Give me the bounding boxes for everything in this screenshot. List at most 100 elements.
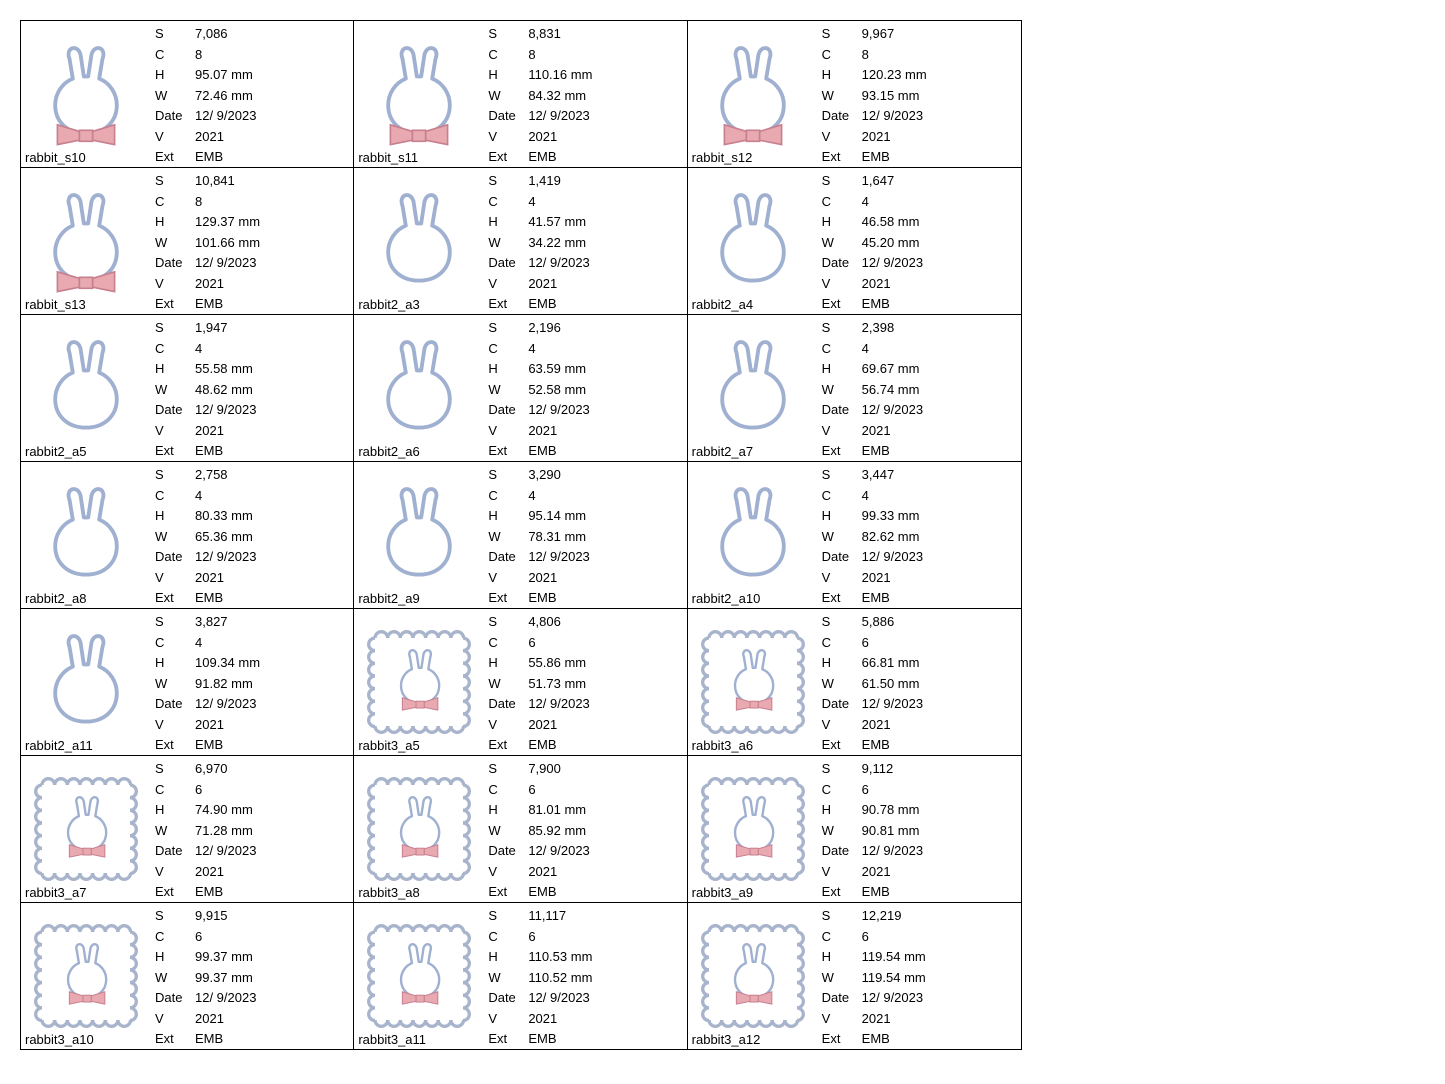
label-height: H [488, 66, 528, 85]
value-colors: 6 [528, 634, 535, 653]
design-cell: rabbit2_a4 S1,647 C4 H46.58 mm W45.20 mm… [688, 168, 1021, 315]
label-stitches: S [822, 319, 862, 338]
value-width: 78.31 mm [528, 528, 586, 547]
design-name: rabbit_s11 [358, 150, 418, 165]
value-ext: EMB [862, 295, 890, 314]
value-width: 56.74 mm [862, 381, 920, 400]
value-date: 12/ 9/2023 [862, 107, 923, 126]
label-ext: Ext [822, 589, 862, 608]
label-colors: C [155, 781, 195, 800]
value-version: 2021 [528, 275, 557, 294]
label-ext: Ext [155, 1030, 195, 1049]
design-cell: rabbit2_a6 S2,196 C4 H63.59 mm W52.58 mm… [354, 315, 687, 462]
design-thumbnail: rabbit3_a9 [688, 756, 818, 902]
value-version: 2021 [862, 128, 891, 147]
value-stitches: 7,086 [195, 25, 228, 44]
label-stitches: S [155, 907, 195, 926]
value-height: 90.78 mm [862, 801, 920, 820]
label-ext: Ext [155, 148, 195, 167]
label-height: H [822, 801, 862, 820]
label-stitches: S [488, 466, 528, 485]
value-stitches: 9,967 [862, 25, 895, 44]
label-version: V [822, 422, 862, 441]
label-height: H [488, 654, 528, 673]
value-version: 2021 [862, 863, 891, 882]
label-stitches: S [488, 319, 528, 338]
design-properties: S1,947 C4 H55.58 mm W48.62 mm Date12/ 9/… [151, 315, 353, 461]
value-stitches: 10,841 [195, 172, 235, 191]
value-stitches: 1,419 [528, 172, 561, 191]
design-name: rabbit2_a7 [692, 444, 753, 459]
label-height: H [155, 654, 195, 673]
design-cell: rabbit3_a5 S4,806 C6 H55.86 mm W51.73 mm… [354, 609, 687, 756]
design-properties: S11,117 C6 H110.53 mm W110.52 mm Date12/… [484, 903, 686, 1049]
value-date: 12/ 9/2023 [862, 548, 923, 567]
value-ext: EMB [195, 148, 223, 167]
value-date: 12/ 9/2023 [195, 254, 256, 273]
label-width: W [822, 675, 862, 694]
label-stitches: S [488, 25, 528, 44]
label-version: V [822, 1010, 862, 1029]
value-ext: EMB [528, 295, 556, 314]
label-colors: C [155, 46, 195, 65]
value-colors: 6 [528, 781, 535, 800]
value-height: 109.34 mm [195, 654, 260, 673]
value-date: 12/ 9/2023 [528, 989, 589, 1008]
value-height: 74.90 mm [195, 801, 253, 820]
label-stitches: S [822, 466, 862, 485]
label-ext: Ext [155, 589, 195, 608]
value-width: 65.36 mm [195, 528, 253, 547]
value-date: 12/ 9/2023 [862, 695, 923, 714]
design-cell: rabbit_s12 S9,967 C8 H120.23 mm W93.15 m… [688, 21, 1021, 168]
design-properties: S10,841 C8 H129.37 mm W101.66 mm Date12/… [151, 168, 353, 314]
design-cell: rabbit2_a11 S3,827 C4 H109.34 mm W91.82 … [21, 609, 354, 756]
label-stitches: S [155, 319, 195, 338]
value-ext: EMB [195, 1030, 223, 1049]
label-colors: C [488, 340, 528, 359]
value-version: 2021 [528, 863, 557, 882]
label-version: V [822, 128, 862, 147]
label-width: W [155, 822, 195, 841]
value-height: 120.23 mm [862, 66, 927, 85]
value-stitches: 3,827 [195, 613, 228, 632]
label-ext: Ext [155, 442, 195, 461]
label-colors: C [822, 487, 862, 506]
value-width: 71.28 mm [195, 822, 253, 841]
label-ext: Ext [488, 295, 528, 314]
label-version: V [155, 569, 195, 588]
label-width: W [822, 528, 862, 547]
value-stitches: 6,970 [195, 760, 228, 779]
value-date: 12/ 9/2023 [528, 254, 589, 273]
label-height: H [822, 654, 862, 673]
design-cell: rabbit_s11 S8,831 C8 H110.16 mm W84.32 m… [354, 21, 687, 168]
value-width: 93.15 mm [862, 87, 920, 106]
design-properties: S12,219 C6 H119.54 mm W119.54 mm Date12/… [818, 903, 1021, 1049]
label-stitches: S [822, 172, 862, 191]
label-stitches: S [488, 907, 528, 926]
label-height: H [822, 213, 862, 232]
design-name: rabbit2_a4 [692, 297, 753, 312]
value-width: 82.62 mm [862, 528, 920, 547]
value-stitches: 9,915 [195, 907, 228, 926]
label-version: V [488, 863, 528, 882]
label-width: W [822, 822, 862, 841]
design-thumbnail: rabbit2_a7 [688, 315, 818, 461]
value-date: 12/ 9/2023 [528, 401, 589, 420]
design-name: rabbit3_a5 [358, 738, 419, 753]
value-colors: 4 [195, 340, 202, 359]
design-properties: S9,967 C8 H120.23 mm W93.15 mm Date12/ 9… [818, 21, 1021, 167]
value-ext: EMB [528, 148, 556, 167]
value-height: 99.37 mm [195, 948, 253, 967]
design-cell: rabbit2_a8 S2,758 C4 H80.33 mm W65.36 mm… [21, 462, 354, 609]
value-ext: EMB [528, 736, 556, 755]
design-cell: rabbit2_a9 S3,290 C4 H95.14 mm W78.31 mm… [354, 462, 687, 609]
value-version: 2021 [862, 275, 891, 294]
label-stitches: S [155, 613, 195, 632]
value-ext: EMB [528, 442, 556, 461]
label-ext: Ext [488, 1030, 528, 1049]
value-version: 2021 [195, 1010, 224, 1029]
label-width: W [822, 381, 862, 400]
value-stitches: 4,806 [528, 613, 561, 632]
value-stitches: 2,196 [528, 319, 561, 338]
design-thumbnail: rabbit3_a11 [354, 903, 484, 1049]
